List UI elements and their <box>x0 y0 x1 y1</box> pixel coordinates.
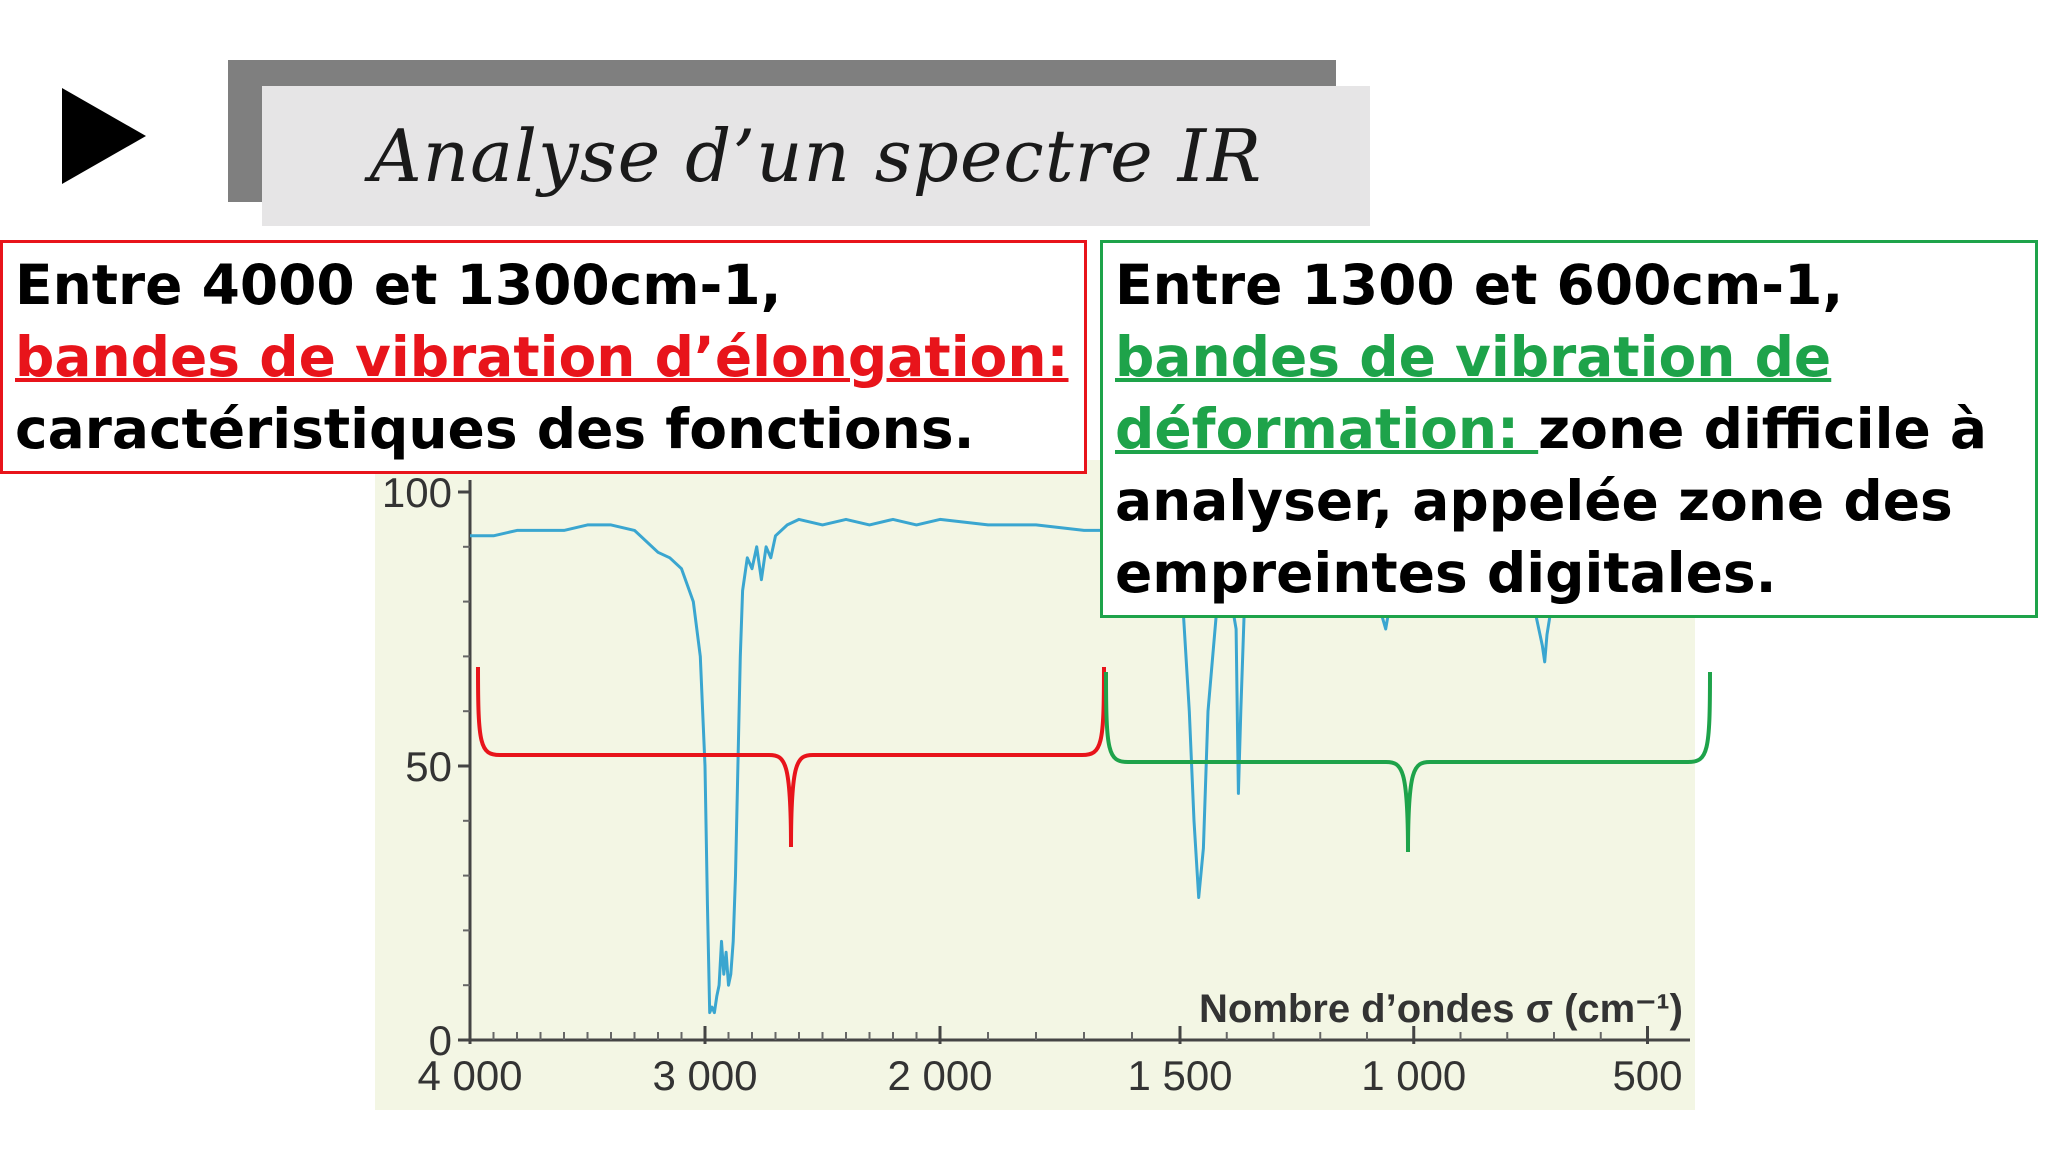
x-tick-label: 3 000 <box>652 1052 757 1099</box>
y-tick-label: 100 <box>382 469 452 516</box>
x-tick-label: 500 <box>1612 1052 1682 1099</box>
deformation-bands-box: Entre 1300 et 600cm-1, bandes de vibrati… <box>1100 240 2038 618</box>
y-tick-label: 0 <box>429 1017 452 1064</box>
x-tick-label: 1 500 <box>1127 1052 1232 1099</box>
left-box-highlight: bandes de vibration d’élongation: <box>15 325 1069 389</box>
deformation-region-bracket <box>1104 671 1712 853</box>
left-box-line-3: caractéristiques des fonctions. <box>15 397 975 461</box>
play-icon[interactable] <box>62 88 146 184</box>
left-box-line-1: Entre 4000 et 1300cm-1, <box>15 253 782 317</box>
right-box-highlight-1: bandes de vibration de <box>1115 325 1832 389</box>
x-tick-label: 4 000 <box>417 1052 522 1099</box>
slide-title: Analyse d’un spectre IR <box>369 114 1263 198</box>
right-box-line-4: analyser, appelée zone des <box>1115 469 1953 533</box>
x-tick-label: 1 000 <box>1361 1052 1466 1099</box>
x-tick-label: 2 000 <box>887 1052 992 1099</box>
right-box-line-3: zone difficile à <box>1538 397 1988 461</box>
right-box-line-1: Entre 1300 et 600cm-1, <box>1115 253 1844 317</box>
stretching-bands-box: Entre 4000 et 1300cm-1, bandes de vibrat… <box>0 240 1087 474</box>
right-box-line-5: empreintes digitales. <box>1115 541 1777 605</box>
right-box-highlight-2: déformation: <box>1115 397 1539 461</box>
stretching-region-bracket <box>476 666 1106 848</box>
title-banner: Analyse d’un spectre IR <box>262 86 1370 226</box>
x-axis-title: Nombre d’ondes σ (cm⁻¹) <box>1199 987 1683 1031</box>
y-tick-label: 50 <box>405 743 452 790</box>
